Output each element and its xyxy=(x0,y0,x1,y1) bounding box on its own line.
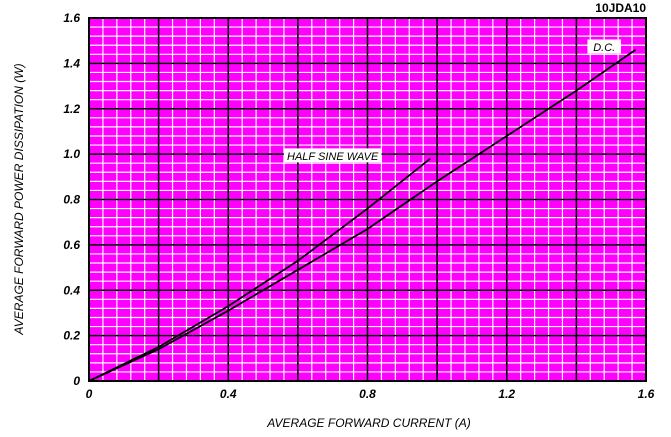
y-tick-label: 0.6 xyxy=(63,238,80,252)
x-tick-label: 0.4 xyxy=(220,387,237,401)
y-tick-label: 0.4 xyxy=(63,283,80,297)
y-tick-label: 0.2 xyxy=(63,329,80,343)
y-tick-label: 1.6 xyxy=(63,11,80,25)
x-axis-title: AVERAGE FORWARD CURRENT (A) xyxy=(266,416,471,430)
series-line-dc xyxy=(88,49,637,382)
y-tick-label: 0 xyxy=(73,374,80,388)
plot-frame xyxy=(88,17,647,382)
y-tick-label: 1.0 xyxy=(63,147,80,161)
y-tick-label: 1.2 xyxy=(63,102,80,116)
annotation-box xyxy=(587,39,622,54)
y-tick-label: 0.8 xyxy=(63,193,80,207)
series-line-half-sine-wave xyxy=(88,157,431,382)
annotation-label: HALF SINE WAVE xyxy=(287,151,379,163)
x-tick-label: 1.6 xyxy=(638,387,655,401)
part-number-label: 10JDA10 xyxy=(595,1,646,15)
annotation-box xyxy=(283,148,382,163)
x-tick-label: 0 xyxy=(86,387,93,401)
annotation-label: D.C. xyxy=(593,42,615,54)
y-axis-title: AVERAGE FORWARD POWER DISSIPATION (W) xyxy=(12,63,26,335)
x-tick-label: 0.8 xyxy=(359,387,376,401)
y-tick-label: 1.4 xyxy=(63,56,80,70)
x-tick-label: 1.2 xyxy=(498,387,515,401)
